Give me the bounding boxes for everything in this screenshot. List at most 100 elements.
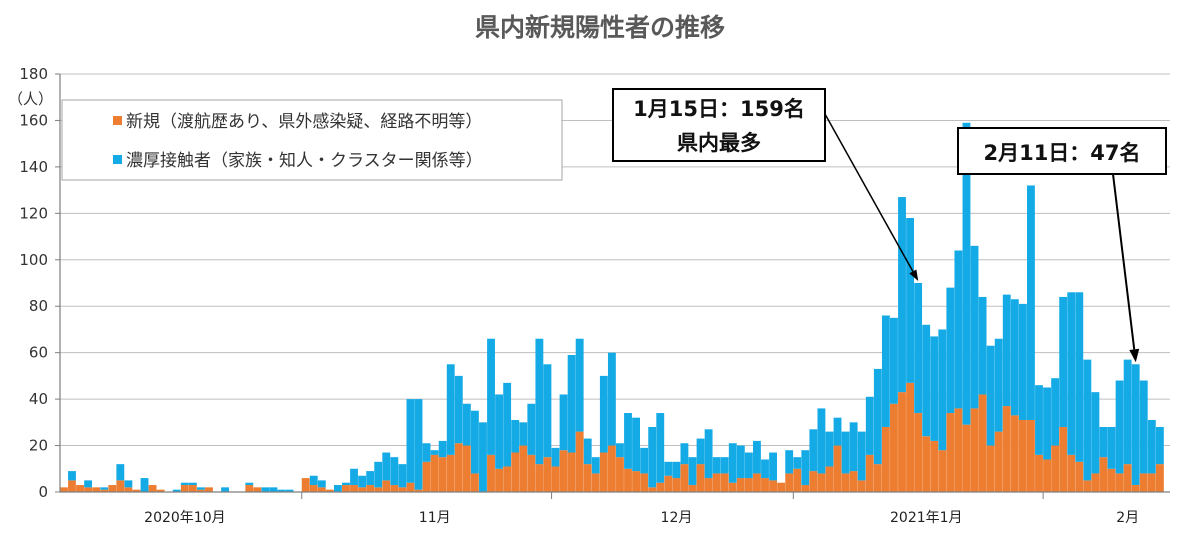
month-label: 12月 [661, 510, 693, 526]
bar-contact [422, 443, 431, 462]
bar-contact [84, 480, 93, 488]
bar-new [414, 489, 423, 492]
bar-contact [841, 431, 850, 474]
bar-new [551, 466, 560, 492]
bar-new [616, 457, 624, 492]
bar-contact [511, 420, 520, 453]
bar-contact [462, 403, 471, 446]
bar-contact [761, 459, 769, 479]
legend-swatch-new [113, 116, 122, 125]
bar-new [205, 487, 213, 492]
bar-contact [470, 410, 479, 474]
bar-contact [567, 354, 576, 453]
bar-new [559, 450, 568, 492]
bar-new [761, 478, 769, 492]
bar-contact [736, 445, 745, 479]
bar-contact [599, 375, 608, 453]
month-label: 2020年10月 [144, 510, 225, 526]
bar-contact [688, 457, 697, 486]
bar-new [688, 485, 697, 492]
bar-contact [873, 368, 882, 465]
y-tick-label: 20 [29, 437, 48, 455]
bar-contact [479, 422, 487, 492]
bar-new [994, 431, 1003, 492]
bar-contact [640, 447, 649, 474]
bar-contact [140, 478, 149, 492]
bar-contact [1018, 303, 1027, 421]
bar-contact [624, 413, 632, 469]
bar-new [857, 480, 866, 492]
bar-contact [656, 413, 665, 483]
bar-contact [221, 487, 230, 492]
bar-new [446, 454, 455, 492]
bar-new [825, 466, 834, 492]
bar-new [793, 468, 802, 492]
bar-contact [495, 394, 504, 469]
bar-contact [446, 364, 455, 455]
bar-new [92, 487, 101, 492]
bar-new [648, 487, 657, 492]
bar-contact [487, 338, 495, 455]
legend-label-new: 新規（渡航歴あり、県外感染疑、経路不明等） [126, 112, 482, 132]
bar-contact [720, 457, 729, 474]
bar-new [245, 485, 254, 492]
bar-contact [277, 489, 286, 492]
bar-new [511, 452, 520, 492]
bar-new [680, 464, 689, 492]
bar-contact [1115, 380, 1124, 474]
bar-contact [704, 429, 713, 479]
bar-contact [519, 422, 528, 446]
bar-contact [390, 457, 399, 486]
bar-new [922, 436, 931, 492]
bar-contact [712, 457, 721, 474]
callout-peak-arrow [824, 113, 914, 272]
bar-new [382, 480, 391, 492]
bar-contact [672, 461, 681, 479]
bar-new [487, 454, 495, 492]
bar-contact [309, 475, 318, 486]
bar-new [978, 394, 987, 492]
bar-contact [1107, 426, 1116, 469]
bar-contact [559, 394, 568, 451]
bar-new [704, 478, 713, 492]
bar-contact [551, 447, 560, 467]
bar-contact [342, 482, 350, 486]
bar-new [422, 461, 431, 492]
bar-contact [865, 396, 874, 455]
y-tick-label: 0 [38, 483, 48, 501]
callout-latest-arrow [1112, 173, 1136, 350]
bar-contact [1002, 294, 1011, 407]
y-tick-label: 40 [29, 390, 48, 408]
bar-new [809, 471, 818, 492]
bar-new [954, 408, 963, 492]
bar-new [519, 445, 528, 492]
bar-new [632, 471, 641, 492]
bar-contact [1035, 385, 1043, 455]
bar-new [769, 480, 777, 492]
bar-new [430, 454, 439, 492]
bar-contact [333, 485, 342, 492]
bar-new [599, 452, 608, 492]
bar-contact [1099, 426, 1108, 458]
bar-contact [68, 471, 76, 481]
bar-new [1051, 445, 1060, 492]
bar-contact [261, 487, 270, 492]
bar-contact [1123, 359, 1132, 465]
bar-contact [1043, 387, 1051, 460]
bar-contact [890, 317, 898, 404]
bar-contact [970, 245, 979, 409]
bar-contact [962, 122, 971, 425]
bar-new [1018, 420, 1027, 492]
bar-contact [696, 438, 705, 465]
bar-new [664, 475, 673, 492]
bar-new [841, 473, 850, 492]
month-label: 11月 [419, 510, 451, 526]
bar-contact [994, 338, 1003, 432]
bar-contact [1139, 380, 1148, 474]
y-tick-label: 120 [19, 204, 48, 222]
bar-new [1083, 480, 1092, 492]
bar-new [342, 485, 350, 492]
bar-new [535, 464, 544, 492]
bar-new [527, 454, 536, 492]
